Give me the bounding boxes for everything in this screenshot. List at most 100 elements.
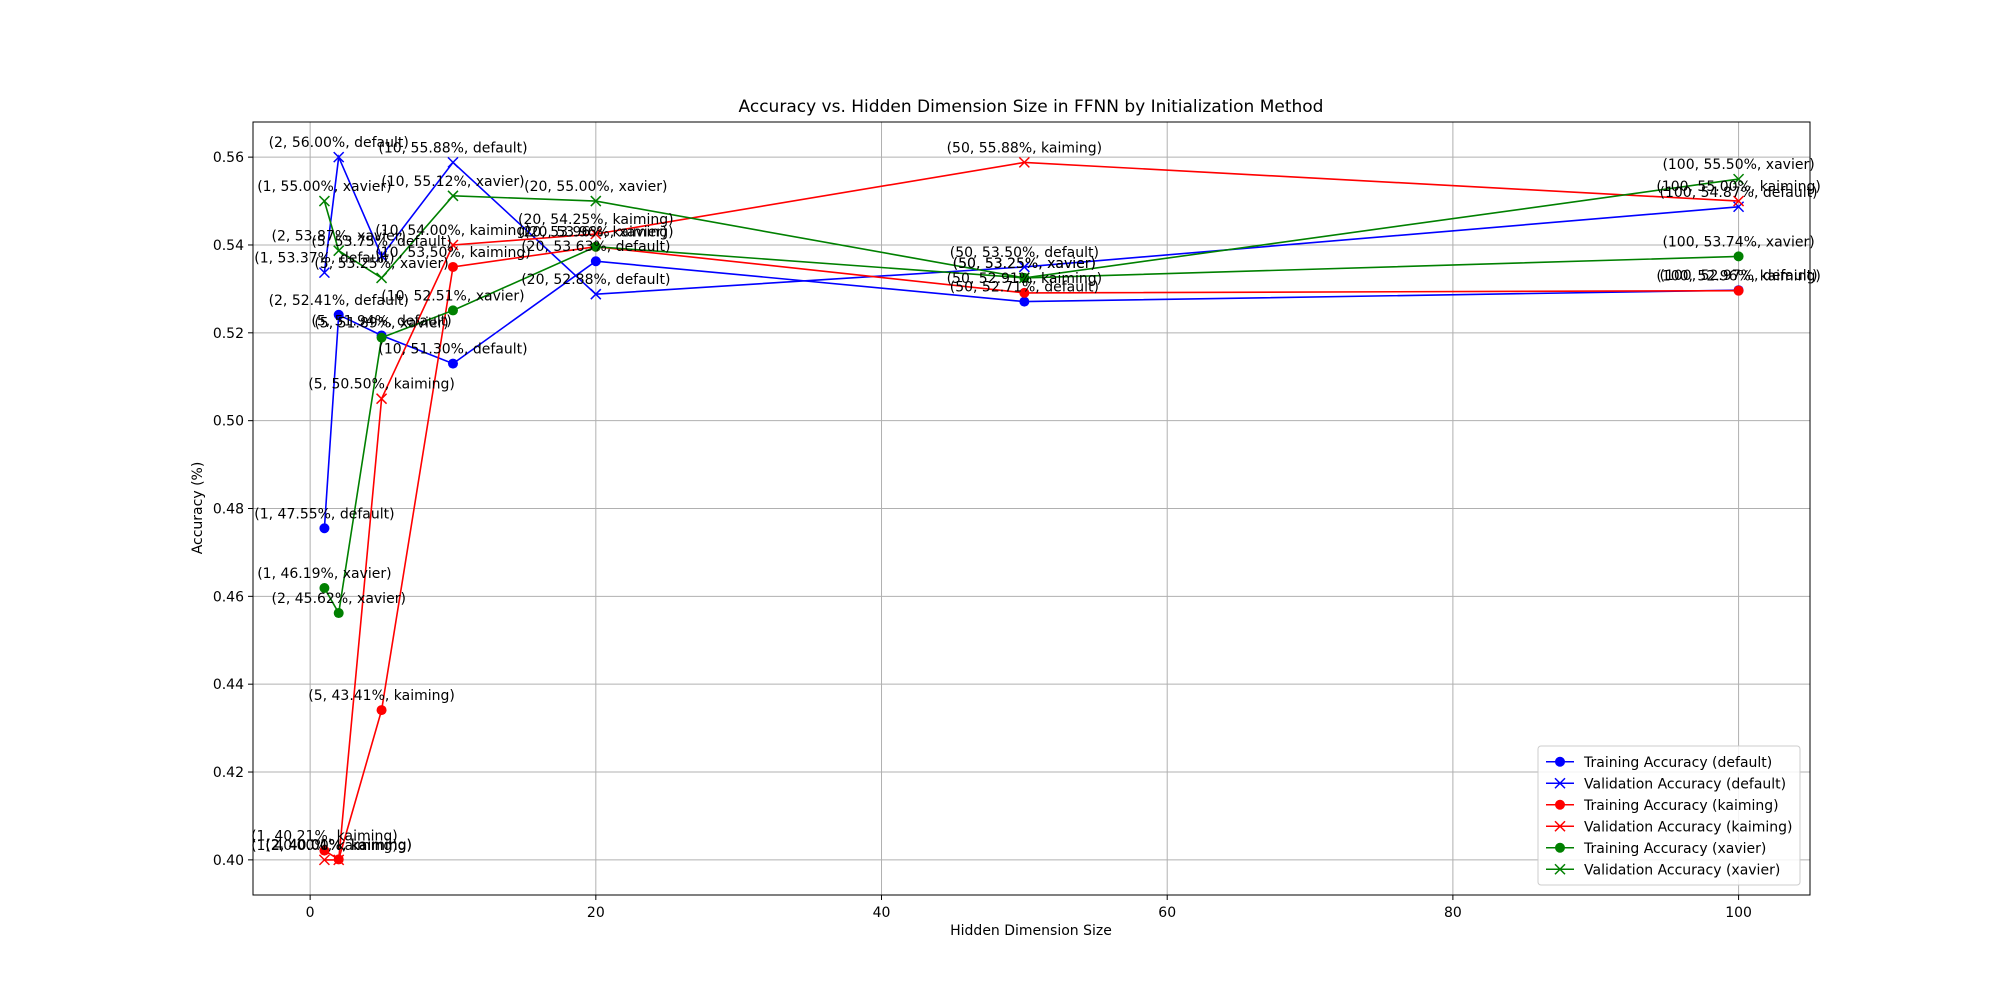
data-label: (20, 55.00%, xavier) [524, 179, 667, 195]
data-point [318, 195, 330, 207]
data-point [333, 608, 344, 619]
y-tick-label: 0.40 [213, 853, 244, 869]
plot-series [318, 151, 1745, 866]
data-point [447, 156, 459, 168]
data-point [376, 332, 387, 343]
legend-label: Training Accuracy (default) [1583, 755, 1772, 771]
legend-marker [1554, 777, 1566, 789]
data-point [376, 393, 388, 405]
legend-item: Validation Accuracy (xavier) [1546, 862, 1780, 878]
y-tick-label: 0.56 [213, 150, 244, 166]
legend-item: Validation Accuracy (kaiming) [1546, 819, 1793, 835]
legend-label: Validation Accuracy (default) [1584, 776, 1786, 792]
data-point [1018, 272, 1030, 284]
legend-frame [1537, 745, 1801, 886]
data-point [1733, 251, 1744, 262]
data-label: (50, 53.25%, xavier) [953, 256, 1096, 272]
data-point [1019, 287, 1030, 298]
data-label: (5, 43.41%, kaiming) [308, 688, 455, 704]
data-label: (20, 53.63%, default) [521, 239, 670, 255]
data-label: (2, 56.00%, default) [269, 135, 409, 151]
data-point [590, 228, 602, 240]
data-label: (5, 53.25%, xavier) [314, 256, 448, 272]
data-label: (50, 53.50%, default) [950, 245, 1099, 261]
legend-marker [1554, 820, 1566, 832]
data-point [590, 195, 602, 207]
legend-marker [1554, 863, 1566, 875]
data-point [1019, 296, 1030, 307]
data-point [447, 239, 459, 251]
data-label: (100, 52.97%, default) [1660, 268, 1818, 284]
data-label: (1, 53.37%, default) [254, 251, 394, 267]
legend-marker [1555, 756, 1565, 767]
series-1 [318, 151, 1745, 300]
data-point [1018, 156, 1030, 168]
legend-item: Training Accuracy (xavier) [1546, 841, 1766, 857]
data-label: (100, 52.96%, kaiming) [1656, 269, 1820, 285]
data-point [590, 256, 601, 267]
data-label: (100, 54.87%, default) [1660, 185, 1818, 201]
x-axis-label: Hidden Dimension Size [950, 923, 1112, 939]
data-label: (10, 52.51%, xavier) [381, 288, 524, 304]
data-point [447, 305, 458, 316]
data-label: (5, 51.94%, default) [311, 313, 451, 329]
legend-label: Training Accuracy (xavier) [1583, 841, 1766, 857]
x-tick-label: 20 [587, 905, 605, 921]
data-label: (50, 52.91%, kaiming) [947, 271, 1103, 287]
legend-marker [1555, 842, 1565, 853]
legend-item: Training Accuracy (default) [1546, 755, 1772, 771]
legend: Training Accuracy (default) Validation Ac… [1537, 745, 1801, 886]
point-annotations: (1, 47.55%, default) (2, 52.41%, default)… [251, 135, 1821, 854]
data-label: (1, 40.00%, kaiming) [251, 838, 398, 854]
data-point [1733, 195, 1745, 207]
legend-item: Training Accuracy (kaiming) [1546, 798, 1779, 814]
data-point [376, 705, 387, 716]
data-point [447, 261, 458, 272]
legend-marker [1555, 799, 1565, 810]
data-point [319, 845, 330, 856]
legend-label: Training Accuracy (kaiming) [1583, 798, 1779, 814]
x-tick-label: 0 [306, 905, 315, 921]
x-tick-label: 60 [1158, 905, 1176, 921]
x-tick-label: 100 [1725, 905, 1752, 921]
data-label: (2, 40.01%, kaiming) [265, 837, 412, 853]
data-point [1733, 285, 1744, 296]
series-5 [318, 173, 1745, 284]
legend-label: Validation Accuracy (kaiming) [1584, 819, 1793, 835]
y-tick-label: 0.46 [213, 589, 244, 605]
data-point [447, 190, 459, 202]
data-point [590, 288, 602, 300]
data-label: (2, 53.87%, xavier) [271, 229, 405, 245]
data-label: (50, 53.25%, xavier) [953, 256, 1096, 272]
data-label: (1, 55.00%, xavier) [257, 179, 391, 195]
data-point [318, 267, 330, 279]
data-label: (20, 52.88%, default) [521, 272, 670, 288]
data-label: (1, 47.55%, default) [254, 506, 394, 522]
data-point [447, 358, 458, 369]
y-tick-label: 0.54 [213, 238, 244, 254]
data-label: (5, 53.75%, default) [311, 234, 451, 250]
data-label: (1, 46.19%, xavier) [257, 566, 391, 582]
data-label: (10, 53.50%, kaiming) [375, 245, 531, 261]
data-point [376, 272, 388, 284]
y-tick-label: 0.44 [213, 677, 244, 693]
data-label: (100, 55.00%, kaiming) [1656, 179, 1820, 195]
data-label: (50, 52.71%, default) [950, 280, 1099, 296]
data-point [318, 854, 330, 866]
data-label: (2, 52.41%, default) [269, 293, 409, 309]
data-point [333, 245, 345, 257]
data-point [319, 523, 330, 534]
data-point [1733, 173, 1745, 185]
data-point [333, 854, 345, 866]
data-point [319, 582, 330, 593]
grid [253, 122, 1810, 895]
y-tick-label: 0.42 [213, 765, 244, 781]
data-label: (100, 55.50%, xavier) [1662, 157, 1814, 173]
y-tick-label: 0.50 [213, 414, 244, 430]
data-point [1018, 261, 1030, 273]
legend-label: Validation Accuracy (xavier) [1584, 862, 1780, 878]
y-tick-label: 0.52 [213, 326, 244, 342]
data-point [376, 250, 388, 262]
data-label: (10, 54.00%, kaiming) [375, 223, 531, 239]
